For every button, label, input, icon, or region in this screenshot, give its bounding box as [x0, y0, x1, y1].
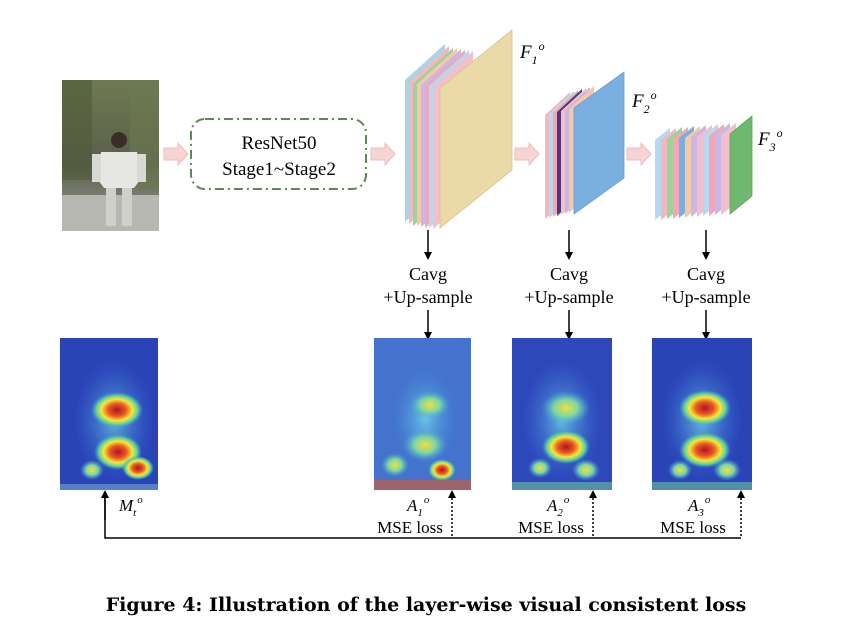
pool-label-1: Cavg +Up-sample: [383, 264, 472, 307]
attention-label-a1: A1o: [406, 494, 430, 519]
feature-label-f1: F1o: [519, 39, 545, 67]
flow-arrow-4: [626, 141, 652, 167]
attention-heatmap-a2: [512, 338, 612, 490]
attention-heatmap-a3: [652, 338, 752, 490]
svg-text:F2o: F2o: [631, 88, 657, 116]
feature-stack-f2: [545, 71, 625, 219]
svg-text:F3o: F3o: [757, 126, 783, 154]
target-map-label: Mto: [118, 494, 143, 519]
svg-text:+Up-sample: +Up-sample: [661, 287, 750, 307]
attention-label-a2: A2o: [546, 494, 570, 519]
target-heatmap: [60, 338, 158, 490]
svg-text:A1o: A1o: [406, 494, 430, 519]
backbone-box: ResNet50 Stage1~Stage2: [190, 118, 367, 190]
svg-text:Mto: Mto: [118, 494, 143, 519]
mse-loss-label-2: MSE loss: [518, 518, 584, 537]
input-person-image: [62, 80, 159, 231]
svg-text:F1o: F1o: [519, 39, 545, 67]
feature-stack-f3: [655, 115, 753, 220]
backbone-label-line2: Stage1~Stage2: [222, 159, 336, 180]
feature-label-f3: F3o: [757, 126, 783, 154]
svg-text:A2o: A2o: [546, 494, 570, 519]
svg-text:Cavg: Cavg: [409, 264, 447, 284]
feature-label-f2: F2o: [631, 88, 657, 116]
svg-text:+Up-sample: +Up-sample: [383, 287, 472, 307]
svg-text:+Up-sample: +Up-sample: [524, 287, 613, 307]
backbone-label-line1: ResNet50: [242, 133, 317, 154]
attention-label-a3: A3o: [687, 494, 711, 519]
attention-heatmap-a1: [374, 338, 471, 490]
pool-label-2: Cavg +Up-sample: [524, 264, 613, 307]
flow-arrow-2: [370, 141, 396, 167]
pool-label-3: Cavg +Up-sample: [661, 264, 750, 307]
svg-text:Cavg: Cavg: [687, 264, 725, 284]
figure-caption: Figure 4: Illustration of the layer-wise…: [106, 594, 747, 616]
mse-loss-label-1: MSE loss: [377, 518, 443, 537]
svg-text:A3o: A3o: [687, 494, 711, 519]
feature-stack-f1: [405, 29, 513, 229]
flow-arrow-1: [163, 141, 189, 167]
svg-text:Cavg: Cavg: [550, 264, 588, 284]
mse-loss-label-3: MSE loss: [660, 518, 726, 537]
flow-arrow-3: [514, 141, 540, 167]
